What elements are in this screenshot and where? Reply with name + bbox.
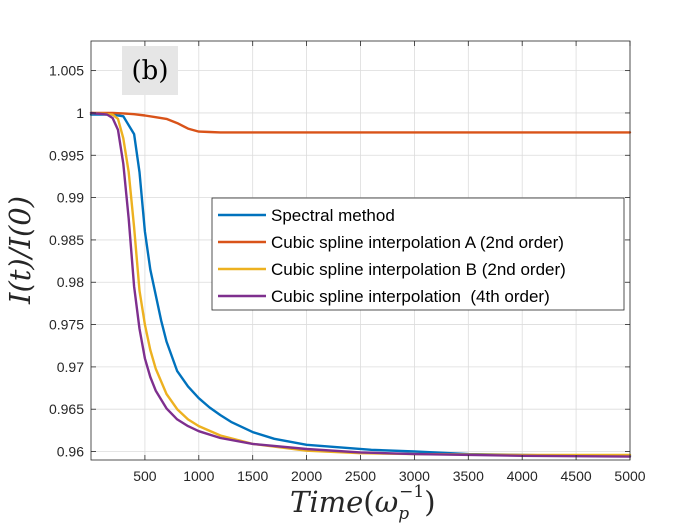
x-axis-title-paren-close: ) bbox=[424, 485, 435, 519]
series-line-1 bbox=[89, 113, 632, 457]
x-tick-label: 500 bbox=[133, 468, 157, 484]
y-tick-labels: 0.96 0.965 0.97 0.975 0.98 0.985 0.99 0.995 1 1.0… bbox=[49, 63, 84, 460]
x-tick-label: 3500 bbox=[453, 468, 484, 484]
y-tick-label: 0.99 bbox=[57, 190, 84, 206]
y-tick-label: 0.975 bbox=[49, 317, 84, 333]
legend-label-3: Cubic spline interpolation B (2nd order) bbox=[271, 260, 566, 279]
axis-ticks bbox=[91, 41, 631, 460]
x-axis-title-omega: ω bbox=[375, 485, 399, 519]
y-axis-title: I(t)/I(0) bbox=[3, 196, 37, 305]
panel-label: (b) bbox=[132, 56, 169, 86]
x-tick-label: 1000 bbox=[183, 468, 214, 484]
x-tick-label: 3000 bbox=[399, 468, 430, 484]
y-tick-label: 0.985 bbox=[49, 232, 84, 248]
x-tick-label: 2000 bbox=[291, 468, 322, 484]
x-axis-title-subscript: p bbox=[398, 504, 409, 524]
legend-label-1: Spectral method bbox=[271, 206, 395, 225]
x-axis-title-superscript: −1 bbox=[399, 482, 424, 502]
panel-label-box bbox=[122, 46, 178, 95]
x-tick-label: 2500 bbox=[345, 468, 376, 484]
x-tick-label: 4000 bbox=[507, 468, 538, 484]
x-axis-title-paren-open: ( bbox=[363, 485, 374, 519]
series-lines bbox=[89, 111, 632, 458]
legend-items: Spectral method Cubic spline interpolatio… bbox=[218, 206, 566, 306]
y-tick-label: 1 bbox=[76, 105, 84, 121]
x-axis-title-main: Time bbox=[290, 485, 363, 519]
x-tick-label: 1500 bbox=[237, 468, 268, 484]
legend-label-4: Cubic spline interpolation (4th order) bbox=[271, 287, 550, 306]
x-tick-labels: 500 1000 1500 2000 2500 3000 3500 4000 4500 5000 bbox=[133, 468, 646, 484]
series-line-2 bbox=[89, 111, 632, 134]
legend-box bbox=[211, 197, 625, 311]
y-tick-label: 0.965 bbox=[49, 401, 84, 417]
y-tick-label: 0.995 bbox=[49, 147, 84, 163]
y-tick-label: 0.97 bbox=[57, 359, 84, 375]
x-axis-title: Time(ωp−1) bbox=[290, 482, 436, 524]
y-tick-label: 0.96 bbox=[57, 444, 84, 460]
x-tick-label: 5000 bbox=[614, 468, 645, 484]
series-line-4 bbox=[89, 111, 632, 458]
legend: Spectral method Cubic spline interpolatio… bbox=[211, 197, 625, 311]
x-tick-label: 4500 bbox=[561, 468, 592, 484]
y-tick-label: 1.005 bbox=[49, 63, 84, 79]
legend-label-2: Cubic spline interpolation A (2nd order) bbox=[271, 233, 564, 252]
y-tick-label: 0.98 bbox=[57, 274, 84, 290]
